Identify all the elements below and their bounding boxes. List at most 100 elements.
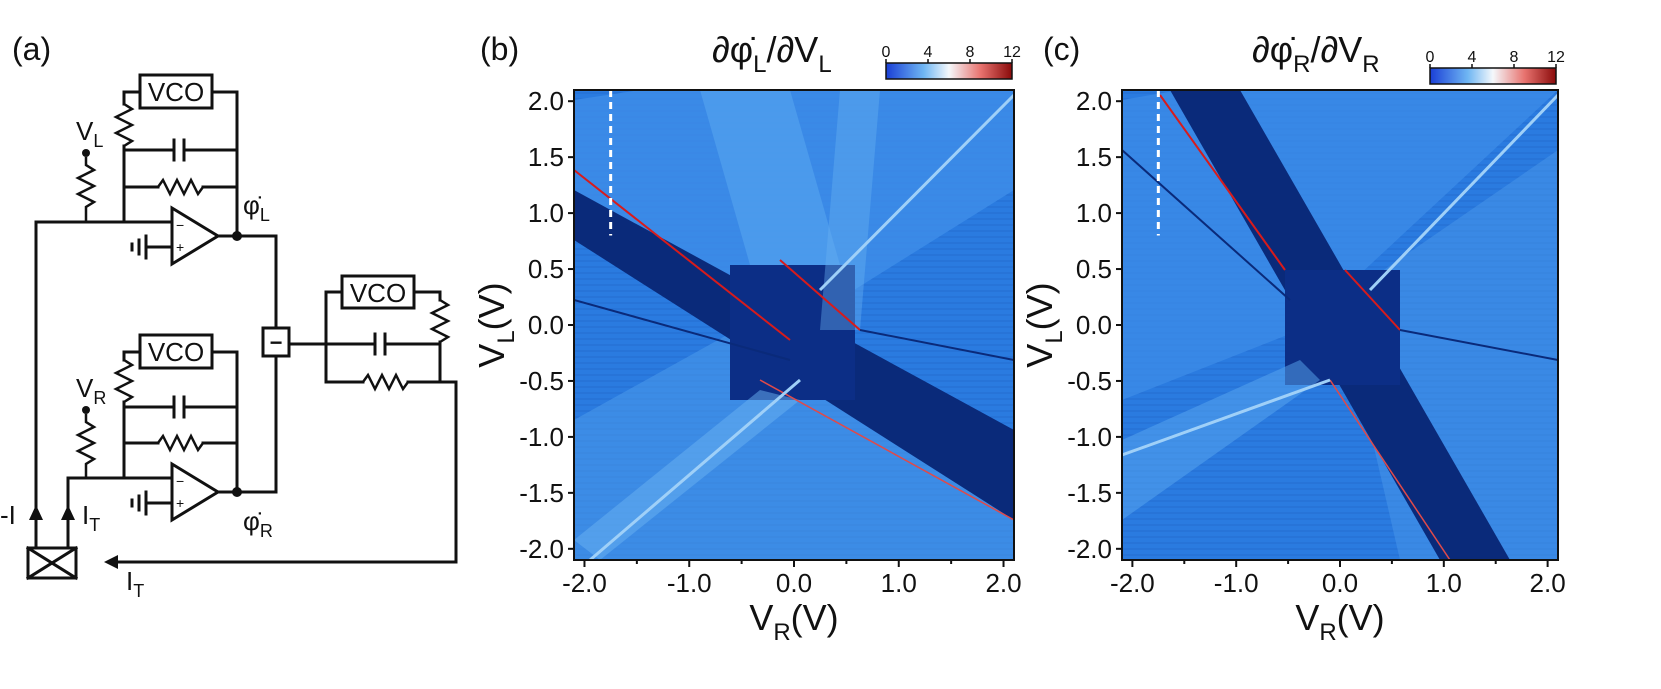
- v-left-label: VL: [76, 116, 103, 151]
- y-tick-label: 1.5: [528, 142, 564, 172]
- vco-mid-label: VCO: [148, 337, 204, 367]
- y-axis-label-c: VL(V): [1019, 282, 1068, 367]
- y-tick-label: -1.5: [1067, 478, 1112, 508]
- panel-b-label: (b): [480, 31, 519, 67]
- y-tick-label: 1.0: [528, 198, 564, 228]
- colorbar-tick-label: 4: [924, 44, 933, 61]
- vco-mid-box: [138, 333, 214, 370]
- arrow-head: [104, 555, 118, 569]
- y-ticks-b: 2.0 1.5 1.0 0.5 0.0 -0.5 -1.0 -1.5 -2.0: [519, 86, 574, 564]
- wire: [122, 350, 142, 362]
- wire: [108, 380, 458, 564]
- x-tick-label: -1.0: [667, 568, 712, 598]
- y-tick-label: -1.5: [519, 478, 564, 508]
- current-bottom-label: IT: [126, 566, 144, 601]
- colorbar-tick-label: 8: [966, 44, 975, 61]
- colorbar-tick-label: 0: [1426, 49, 1435, 66]
- current-neg-label: -I: [0, 500, 16, 530]
- svg-text:+: +: [176, 239, 184, 255]
- x-tick-label: 1.0: [1426, 568, 1462, 598]
- panel-a-circuit: (a) VCO VL − + φ̇L −: [0, 31, 458, 601]
- y-tick-label: 0.5: [528, 254, 564, 284]
- x-axis-label-b: VR(V): [749, 597, 838, 646]
- wire: [216, 234, 278, 330]
- x-tick-label: 1.0: [881, 568, 917, 598]
- y-tick-label: -0.5: [519, 366, 564, 396]
- x-tick-label: 2.0: [985, 568, 1021, 598]
- resistor: [113, 358, 135, 404]
- y-tick-label: 1.5: [1076, 142, 1112, 172]
- wire: [210, 350, 239, 494]
- y-tick-label: -1.0: [519, 422, 564, 452]
- colorbar-b-ticks: 0 4 8 12: [882, 44, 1021, 63]
- svg-text:+: +: [176, 495, 184, 511]
- y-ticks-c: 2.0 1.5 1.0 0.5 0.0 -0.5 -1.0 -1.5 -2.0: [1067, 86, 1122, 564]
- y-tick-label: 0.0: [1076, 310, 1112, 340]
- x-axis-label-c: VR(V): [1295, 597, 1384, 646]
- y-tick-label: -1.0: [1067, 422, 1112, 452]
- panel-c-label: (c): [1043, 31, 1080, 67]
- wire: [34, 220, 174, 522]
- colorbar-c: [1429, 67, 1557, 85]
- resistor: [156, 434, 205, 452]
- node-dot: [232, 231, 242, 241]
- opamp-bottom: [170, 461, 221, 523]
- resistor: [113, 102, 135, 148]
- resistor: [361, 373, 410, 391]
- x-ticks-b: -2.0 -1.0 0.0 1.0 2.0: [562, 560, 1022, 598]
- x-tick-label: -1.0: [1214, 568, 1259, 598]
- vco-right-label: VCO: [350, 278, 406, 308]
- colorbar-tick-label: 8: [1510, 49, 1519, 66]
- y-tick-label: -0.5: [1067, 366, 1112, 396]
- junction-cross: [25, 545, 79, 581]
- phi-left-label: φ̇L: [243, 190, 270, 225]
- resistor: [156, 178, 205, 196]
- y-tick-label: 0.0: [528, 310, 564, 340]
- heatmap-b: [574, 90, 1014, 560]
- panel-b-chart: (b) ∂φ̇L/∂VL 0 4 8 12 -2.0 -1.0 0.0 1.0 2.0: [471, 29, 1022, 646]
- wire: [122, 90, 142, 106]
- colorbar-c-ticks: 0 4 8 12: [1426, 49, 1565, 68]
- wire: [408, 340, 442, 384]
- current-t-label: IT: [82, 500, 100, 535]
- node-dot: [232, 487, 242, 497]
- resistor: [75, 157, 97, 222]
- arrow-head: [29, 505, 43, 520]
- vco-top-label: VCO: [148, 77, 204, 107]
- x-tick-label: -2.0: [562, 568, 607, 598]
- x-tick-label: -2.0: [1110, 568, 1155, 598]
- y-tick-label: -2.0: [519, 534, 564, 564]
- x-tick-label: 0.0: [1322, 568, 1358, 598]
- node-dot: [82, 149, 90, 157]
- arrow-head: [61, 505, 75, 520]
- svg-text:−: −: [176, 473, 184, 489]
- panel-c-title: ∂φ̇R/∂VR: [1252, 29, 1380, 78]
- panel-a-label: (a): [12, 31, 51, 67]
- y-tick-label: 0.5: [1076, 254, 1112, 284]
- resistor: [429, 298, 451, 344]
- v-right-label: VR: [76, 373, 106, 408]
- y-tick-label: 1.0: [1076, 198, 1112, 228]
- svg-text:−: −: [176, 217, 184, 233]
- colorbar-b: [885, 62, 1013, 80]
- y-tick-label: 2.0: [1076, 86, 1112, 116]
- y-tick-label: -2.0: [1067, 534, 1112, 564]
- x-tick-label: 2.0: [1530, 568, 1566, 598]
- wire: [412, 290, 442, 302]
- panel-c-chart: (c) ∂φ̇R/∂VR 0 4 8 12 -2.0 -1.0 0.0 1.0 2.0 2.0…: [1019, 29, 1566, 646]
- colorbar-tick-label: 0: [882, 44, 891, 61]
- wire: [324, 290, 354, 384]
- y-tick-label: 2.0: [528, 86, 564, 116]
- x-ticks-c: -2.0 -1.0 0.0 1.0 2.0: [1110, 560, 1566, 598]
- phi-right-label: φ̇R: [243, 506, 273, 541]
- subtractor-label: −: [270, 330, 283, 355]
- panel-b-title: ∂φ̇L/∂VL: [712, 29, 832, 78]
- heatmap-c: [1122, 90, 1558, 560]
- x-tick-label: 0.0: [776, 568, 812, 598]
- colorbar-tick-label: 12: [1003, 44, 1021, 61]
- node-dot: [82, 406, 90, 414]
- wire: [210, 90, 239, 238]
- colorbar-tick-label: 12: [1547, 49, 1565, 66]
- opamp-top: [170, 205, 221, 267]
